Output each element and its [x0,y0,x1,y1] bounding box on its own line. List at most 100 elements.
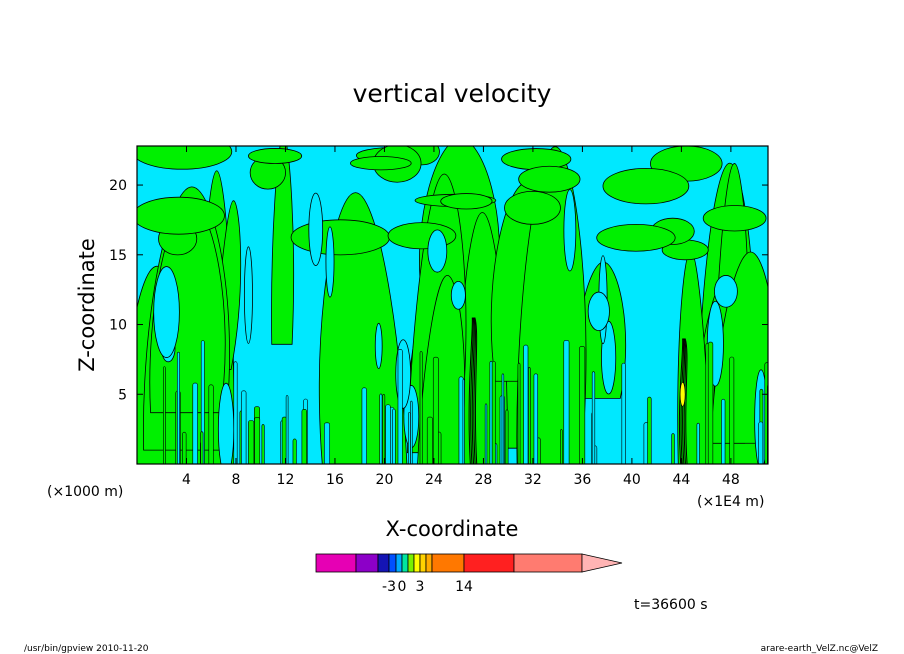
x-tick-label: 12 [277,472,295,488]
downdraft-streak [758,421,764,464]
updraft-patch [602,167,690,205]
colorbar-tick-label: 14 [455,579,473,595]
colorbar-segment [463,553,515,573]
x-tick-label: 8 [232,472,241,488]
updraft-contour-line [471,317,475,464]
updraft-streak [200,431,204,464]
updraft-contour-line [473,317,476,464]
updraft-streak [505,409,509,464]
downdraft-streak [324,422,331,464]
updraft-patch [247,148,303,164]
downdraft-streak [233,361,238,464]
updraft-streak [729,356,735,464]
colorbar-tick-label: -3 [382,579,396,595]
downdraft-streak [563,340,570,464]
x-tick-label: 20 [376,472,394,488]
x-tick-label: 28 [475,472,493,488]
updraft-contour-line [678,338,684,464]
colorbar-tick-label: 0 [398,579,407,595]
colorbar-segment [513,553,583,573]
updraft-streak [261,424,265,464]
downdraft-patch [308,192,324,266]
footer-left: /usr/bin/gpview 2010-11-20 [24,644,149,654]
colorbar-tick-label: 3 [416,579,425,595]
updraft-patch [596,224,676,252]
updraft-patch [518,165,581,193]
colorbar-segment [388,553,397,573]
updraft-streak [647,396,652,464]
updraft-patch [290,219,390,256]
y-tick-label: 5 [118,387,127,403]
updraft-contour-line [683,338,687,464]
colorbar-segment [431,553,465,573]
vertical-velocity-field [137,146,768,464]
updraft-streak [491,360,496,464]
downdraft-streak [696,422,700,464]
downdraft-streak [458,376,464,464]
plot-frame [136,145,769,465]
downdraft-streak [176,351,180,464]
updraft-contour-line [474,317,478,464]
colorbar-segment [425,553,433,573]
colorbar-extend-arrow [581,553,623,573]
downdraft-patch [153,266,180,358]
updraft-streak [707,341,714,464]
updraft-patch [504,190,561,225]
updraft-streak [517,362,521,464]
downdraft-streak [397,349,403,464]
updraft-patch [137,196,225,235]
updraft-streak [426,416,433,464]
updraft-contour-line [468,317,473,464]
strong-updraft-contours [468,317,688,464]
downdraft-streak [408,412,411,464]
updraft-patch [440,193,493,210]
updraft-core [679,381,686,407]
y-axis: 5 10 15 20 [109,178,768,403]
y-tick-label: 20 [109,178,127,194]
downdraft-streak [361,387,367,464]
x-tick-label: 44 [672,472,690,488]
downdraft-streak [523,344,529,464]
colorbar-segment [407,553,415,573]
updraft-streak [579,346,586,464]
downdraft-streak [192,382,198,464]
downdraft-streak [379,393,383,464]
y-tick-label: 15 [109,248,127,264]
x-axis: 4 8 12 16 20 24 28 32 36 40 44 48 [182,146,740,488]
downdraft-streak [385,404,391,464]
downdraft-streak [285,395,289,464]
colorbar-segment [377,553,390,573]
y-axis-label: Z-coordinate [75,238,99,372]
x-unit-right: (×1E4 m) [697,494,764,510]
updraft-streak [248,420,255,464]
downdraft-streak [484,403,488,464]
x-tick-label: 32 [524,472,542,488]
downdraft-streak [462,378,465,464]
downdraft-streak [533,373,539,464]
x-tick-label: 48 [722,472,740,488]
updraft-streak [208,384,214,464]
downdraft-patch [374,322,383,369]
x-tick-label: 4 [182,472,191,488]
colorbar: -3 0 3 14 [315,553,623,595]
updraft-contour-line [470,317,474,464]
colorbar-segment [419,553,427,573]
colorbar-segment [395,553,403,573]
updraft-streak [182,431,187,464]
colorbar-segment [401,553,409,573]
downdraft-patch [587,291,610,332]
updraft-contour-line [684,338,688,464]
x-tick-label: 16 [326,472,344,488]
x-tick-label: 24 [425,472,443,488]
downdraft-patch [450,280,466,310]
downdraft-streak [241,390,247,464]
updraft-patch [702,205,767,232]
downdraft-patch [243,246,253,344]
downdraft-streak [392,408,396,464]
downdraft-patch [714,275,738,308]
footer-right: arare-earth_VelZ.nc@VelZ [761,644,878,654]
time-label: t=36600 s [634,597,708,613]
updraft-streak [671,433,675,464]
x-tick-label: 36 [573,472,591,488]
plot-area [136,145,769,465]
